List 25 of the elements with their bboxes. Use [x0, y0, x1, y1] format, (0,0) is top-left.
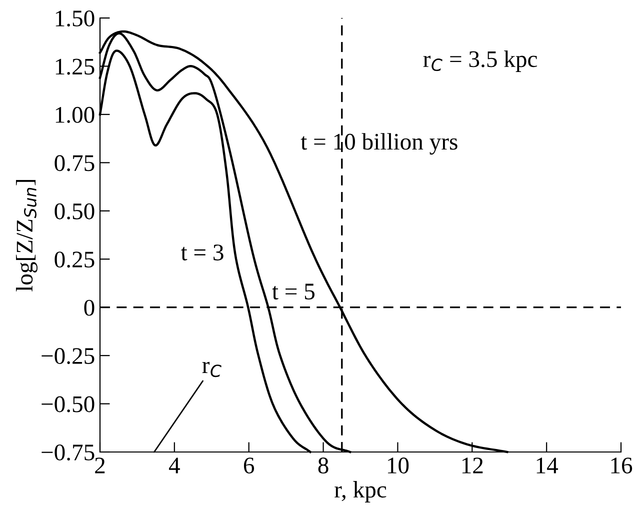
- x-tick-label: 6: [244, 458, 254, 474]
- annotation: t = 10 billion yrs: [300, 133, 458, 155]
- y-tick-label: 0.50: [54, 203, 94, 220]
- x-tick-label: 8: [318, 458, 328, 474]
- annotation: t = 5: [272, 284, 314, 300]
- annotation: r$_{C}$: [202, 362, 222, 378]
- annotation: t = 3: [180, 244, 224, 260]
- x-tick-label: 10: [388, 458, 409, 474]
- y-tick-label: −0.25: [42, 348, 94, 364]
- y-tick-label: 0.75: [54, 155, 94, 172]
- annotation: r$_{C}$ = 3.5 kpc: [423, 50, 538, 72]
- y-tick-label: 1.00: [56, 106, 94, 123]
- y-tick-label: 1.25: [56, 58, 94, 75]
- y-axis-title: log[Z/Z$_{Sun}$]: [16, 180, 38, 292]
- x-tick-label: 4: [168, 458, 180, 474]
- y-tick-label: −0.75: [42, 444, 94, 461]
- x-tick-label: 16: [611, 458, 632, 474]
- x-tick-label: 14: [536, 458, 558, 474]
- y-tick-label: −0.50: [42, 396, 94, 412]
- y-tick-label: 0.25: [54, 252, 94, 268]
- y-tick-label: 1.50: [56, 10, 94, 27]
- x-axis-title: r, kpc: [334, 481, 386, 502]
- y-tick-label: 0: [84, 300, 94, 316]
- x-tick-label: 2: [95, 458, 105, 474]
- x-tick-label: 12: [462, 458, 483, 474]
